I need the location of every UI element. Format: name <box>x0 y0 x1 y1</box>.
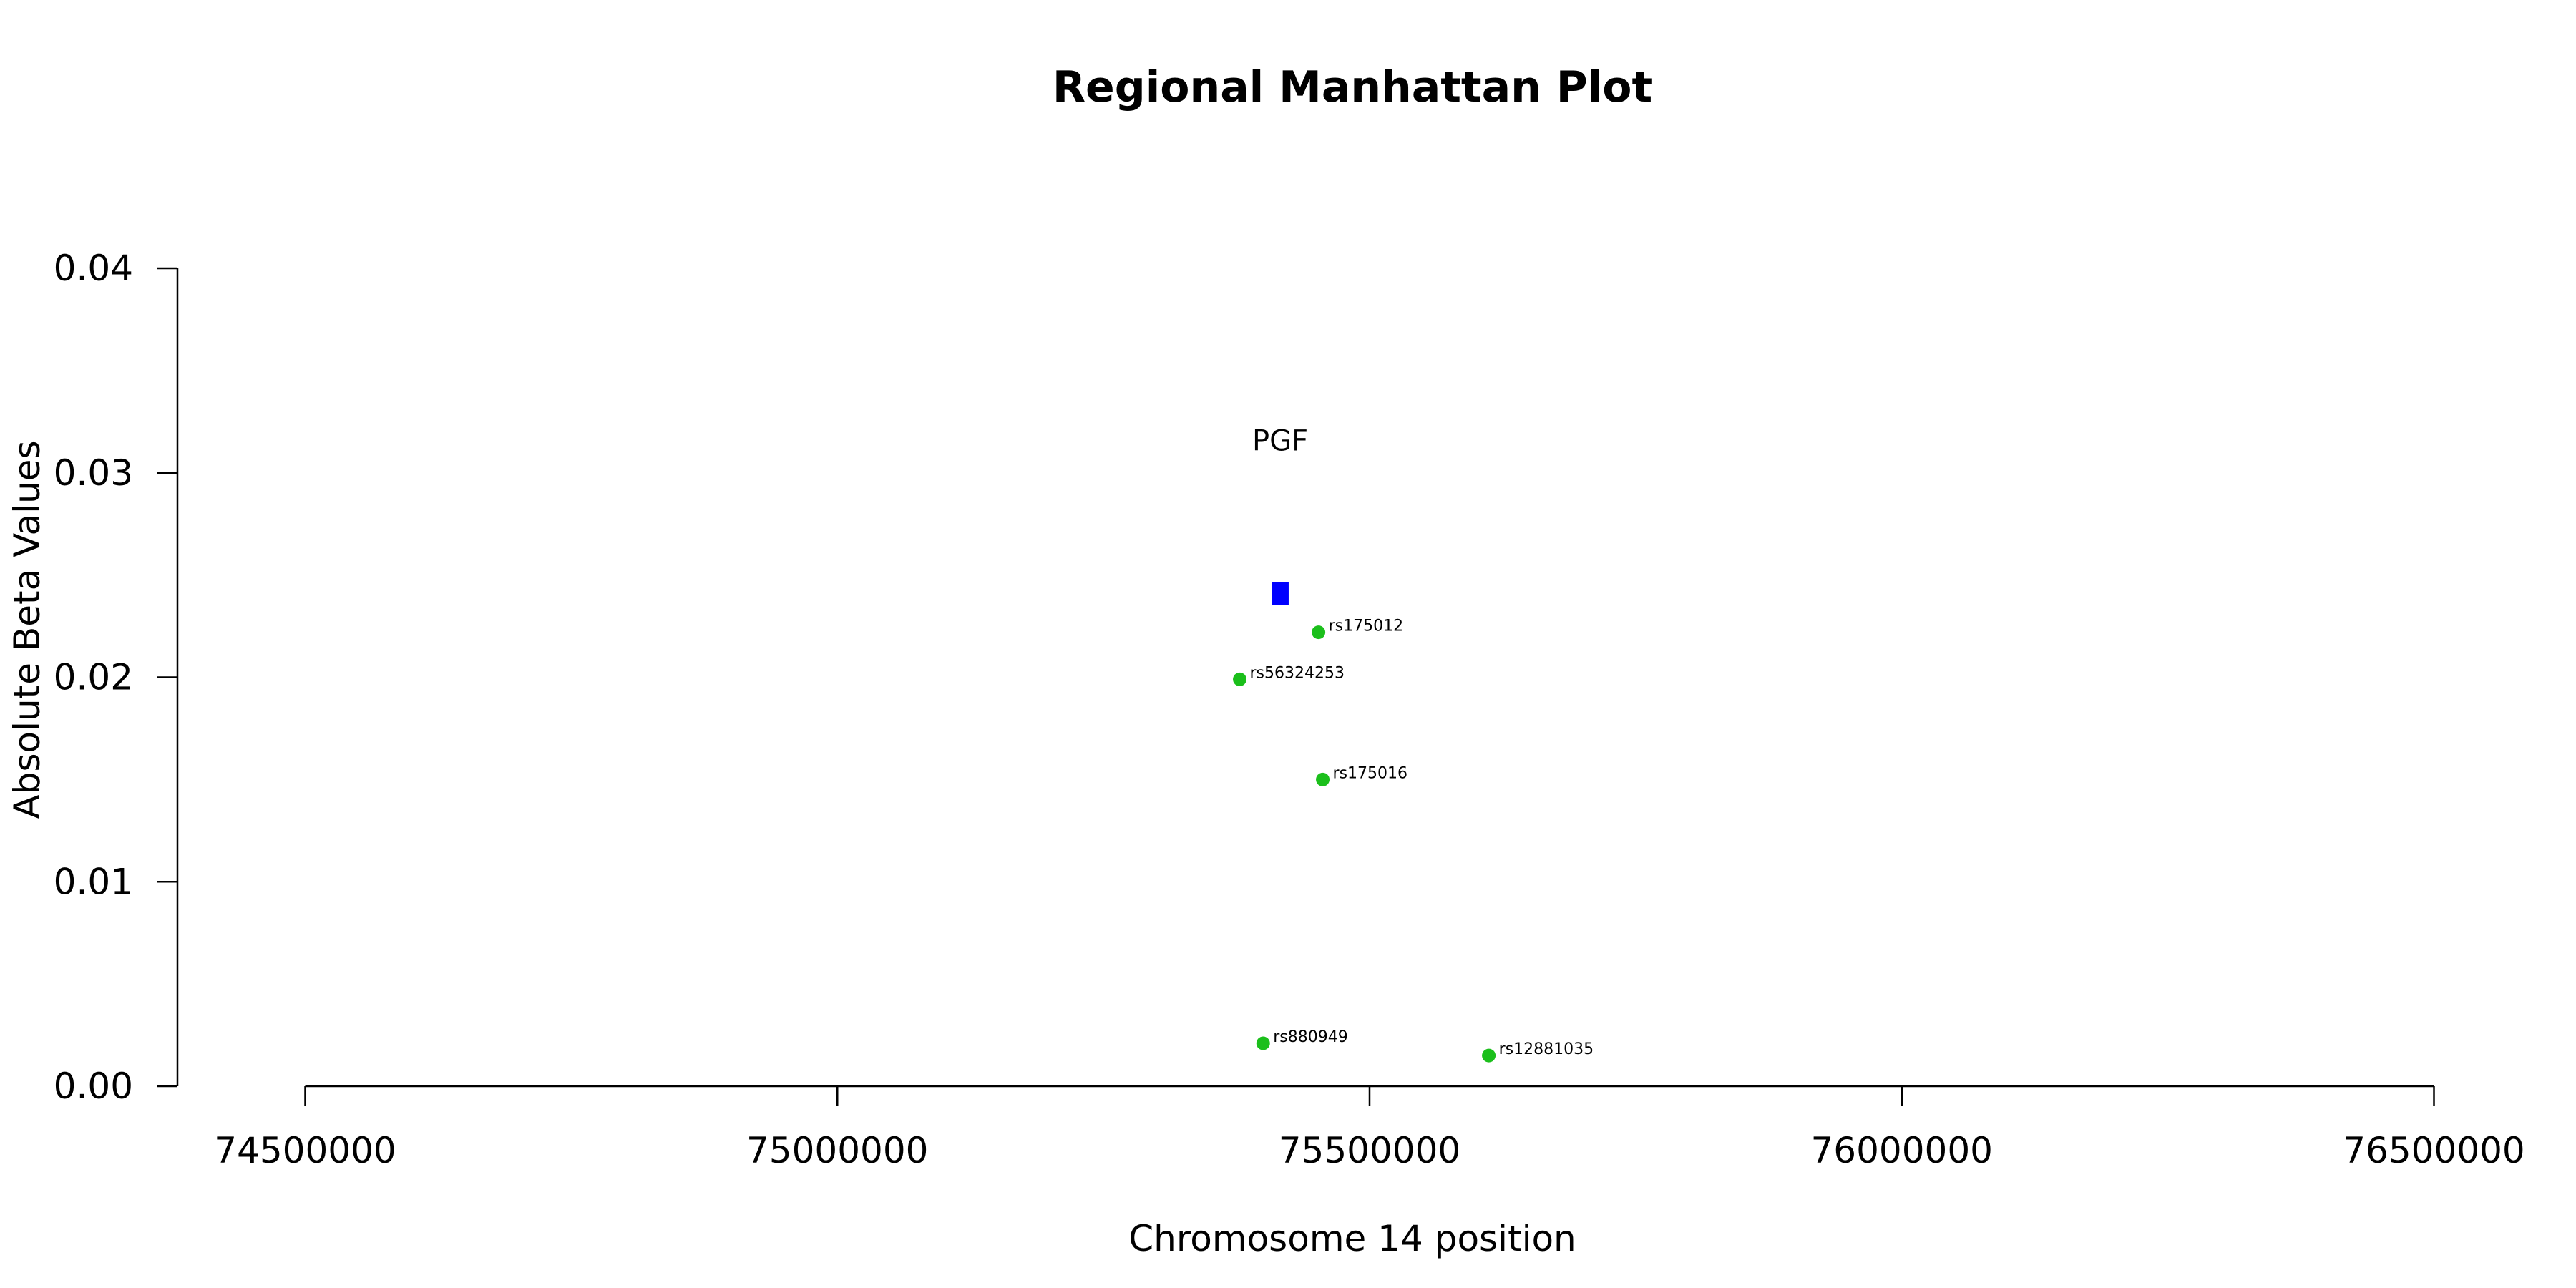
snp-label: rs175012 <box>1329 618 1404 635</box>
y-tick-label: 0.03 <box>54 452 133 494</box>
snp-label: rs880949 <box>1273 1028 1348 1046</box>
x-tick-label: 75500000 <box>1279 1130 1461 1171</box>
y-tick-label: 0.01 <box>54 861 133 902</box>
y-axis-label: Absolute Beta Values <box>6 441 48 819</box>
gene-layer: PGF <box>1252 424 1308 605</box>
y-tick-label: 0.00 <box>54 1065 133 1107</box>
snp-point <box>1256 1036 1270 1050</box>
y-tick-label: 0.04 <box>54 248 133 289</box>
x-tick-label: 75000000 <box>746 1130 929 1171</box>
x-tick-label: 74500000 <box>214 1130 396 1171</box>
snp-label: rs56324253 <box>1250 664 1345 682</box>
points-layer: rs175012 rs56324253 rs175016 rs880949 rs1288… <box>1233 618 1594 1063</box>
gene-label: PGF <box>1252 424 1308 457</box>
snp-label: rs175016 <box>1333 764 1408 782</box>
snp-point <box>1233 672 1247 686</box>
x-tick-label: 76000000 <box>1811 1130 1994 1171</box>
x-tick-label: 76500000 <box>2343 1130 2525 1171</box>
snp-point <box>1482 1048 1496 1063</box>
y-tick-label: 0.02 <box>54 657 133 698</box>
snp-point <box>1312 625 1326 640</box>
snp-point <box>1316 772 1330 786</box>
chart-title: Regional Manhattan Plot <box>1053 62 1652 112</box>
axes: 0.00 0.01 0.02 0.03 0.04 74500000 75000000 7550… <box>54 248 2525 1171</box>
x-axis-label: Chromosome 14 position <box>1128 1218 1576 1259</box>
snp-label: rs12881035 <box>1499 1040 1594 1058</box>
gene-marker <box>1272 582 1289 605</box>
